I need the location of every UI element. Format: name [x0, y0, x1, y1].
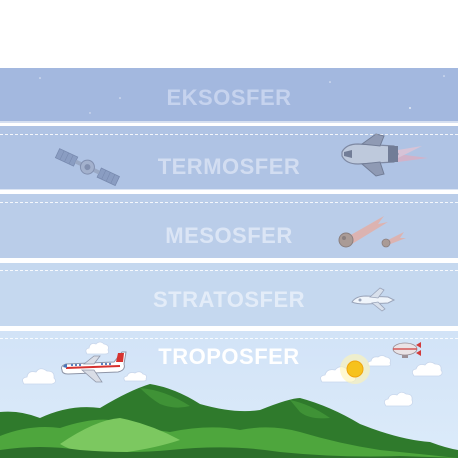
- dashed-line: [0, 134, 458, 135]
- stars-icon: [39, 75, 445, 114]
- blimp-icon: [392, 342, 421, 358]
- layer-label-eksosfer: EKSOSFER: [166, 85, 292, 110]
- layer-divider: [0, 258, 458, 263]
- layer-divider: [0, 326, 458, 331]
- sun-icon: [340, 354, 370, 384]
- layer-label-termosfer: TERMOSFER: [157, 154, 301, 179]
- layer-label-mesosfer: MESOSFER: [165, 223, 293, 248]
- cloud-icon: [384, 391, 413, 407]
- dashed-line: [0, 202, 458, 203]
- layer-label-troposfer: TROPOSFER: [158, 344, 300, 369]
- cloud-icon: [367, 355, 391, 367]
- cloud-icon: [412, 361, 443, 377]
- satellite-icon: [54, 148, 120, 187]
- dashed-line: [0, 270, 458, 271]
- cloud-icon: [123, 371, 147, 382]
- layer-eksosfer: [0, 68, 458, 123]
- layer-divider: [0, 121, 458, 126]
- jet-icon: [351, 287, 396, 312]
- cloud-icon: [22, 368, 56, 385]
- airplane-icon: [61, 351, 127, 383]
- layer-mesosfer: [0, 194, 458, 258]
- layer-label-stratosfer: STRATOSFER: [152, 287, 306, 312]
- cloud-icon: [85, 341, 109, 355]
- mountains-icon: [0, 384, 458, 458]
- meteor-icon: [338, 216, 406, 248]
- layer-divider: [0, 189, 458, 194]
- dashed-line: [0, 338, 458, 339]
- layer-stratosfer: [0, 263, 458, 326]
- space-shuttle-icon: [341, 133, 428, 177]
